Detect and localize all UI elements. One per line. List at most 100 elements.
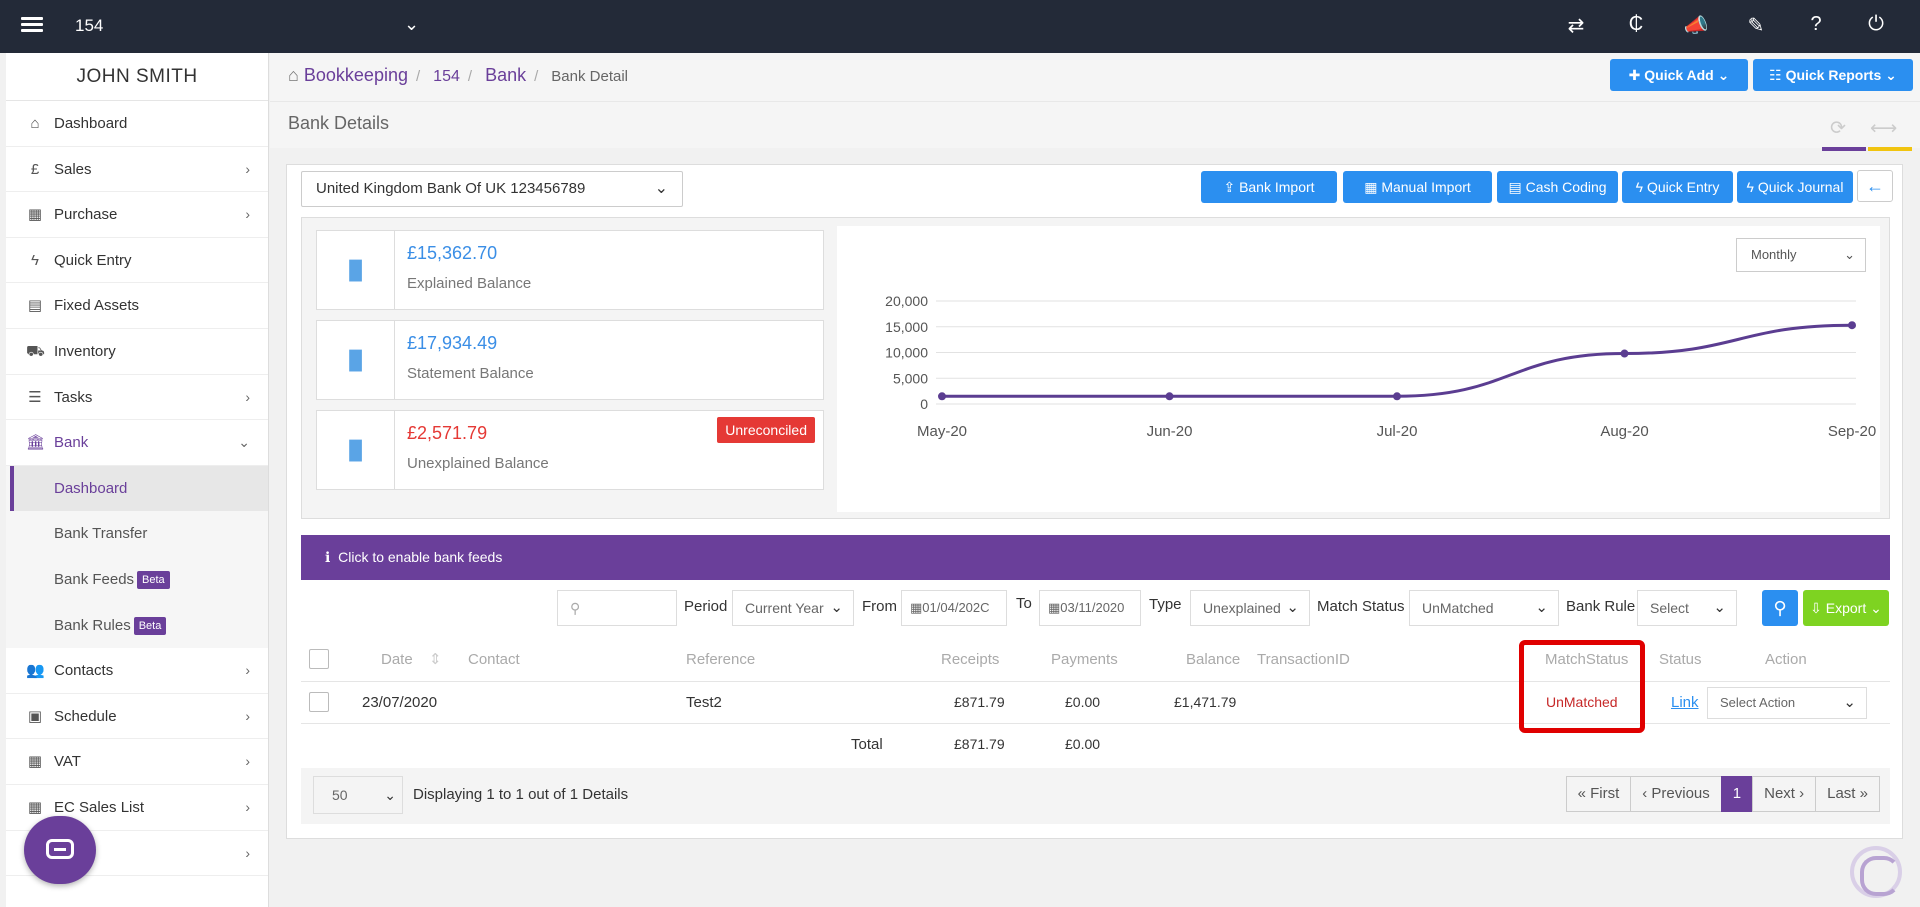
total-receipts: £871.79 bbox=[954, 736, 1005, 752]
sidebar-item-more[interactable]: › bbox=[6, 831, 268, 877]
bullhorn-icon[interactable]: 📣 bbox=[1683, 15, 1709, 37]
sidebar-item-bank[interactable]: 🏛 Bank ⌄ bbox=[6, 420, 268, 466]
period-select[interactable]: Monthly ⌄ bbox=[1736, 238, 1866, 272]
breadcrumb-bank[interactable]: Bank bbox=[485, 65, 527, 85]
breadcrumb-bookkeeping[interactable]: Bookkeeping bbox=[303, 65, 408, 85]
calendar-icon: ▣ bbox=[27, 707, 43, 725]
quick-add-button[interactable]: ✚ Quick Add ⌄ bbox=[1610, 59, 1748, 91]
y-tick-label: 20,000 bbox=[885, 293, 928, 309]
sidebar-item-tasks[interactable]: ☰ Tasks › bbox=[6, 375, 268, 421]
breadcrumb-company[interactable]: 154 bbox=[433, 68, 460, 85]
data-point[interactable] bbox=[1165, 392, 1174, 401]
hamburger-menu-icon[interactable] bbox=[21, 14, 43, 36]
first-page-button[interactable]: « First bbox=[1565, 776, 1632, 812]
last-page-button[interactable]: Last » bbox=[1815, 776, 1880, 812]
sidebar-item-schedule[interactable]: ▣ Schedule › bbox=[6, 694, 268, 740]
export-button[interactable]: ⇩ Export ⌄ bbox=[1803, 590, 1889, 626]
company-selector[interactable]: 154 bbox=[75, 16, 104, 35]
row-checkbox[interactable] bbox=[309, 692, 329, 712]
home-icon[interactable]: ⌂ bbox=[288, 65, 299, 85]
match-status-select[interactable]: UnMatched ⌄ bbox=[1409, 590, 1559, 626]
balance-chart: Monthly ⌄ 20,000 15,000 10,000 5,000 0 May-20 J… bbox=[837, 226, 1880, 512]
help-icon[interactable]: ? bbox=[1810, 13, 1822, 35]
data-point[interactable] bbox=[1393, 392, 1401, 401]
quick-entry-label: Quick Entry bbox=[1646, 179, 1720, 195]
quick-reports-button[interactable]: ☷ Quick Reports ⌄ bbox=[1753, 59, 1913, 91]
breadcrumb: ⌂ Bookkeeping/ 154/ Bank / Bank Detail bbox=[288, 65, 628, 85]
sidebar-item-inventory[interactable]: ⛟ Inventory bbox=[6, 329, 268, 375]
sidebar-subitem-bank-rules[interactable]: Bank Rules Beta bbox=[10, 602, 268, 649]
refresh-icon[interactable]: ⟳ bbox=[1830, 118, 1846, 139]
row-status-link[interactable]: Link bbox=[1671, 694, 1699, 711]
sidebar-item-vat[interactable]: ▦ VAT › bbox=[6, 739, 268, 785]
data-point[interactable] bbox=[1620, 349, 1629, 358]
back-arrow-icon[interactable]: ← bbox=[1857, 170, 1893, 202]
sidebar-item-dashboard[interactable]: ⌂ Dashboard bbox=[6, 101, 268, 147]
type-select[interactable]: Unexplained ⌄ bbox=[1190, 590, 1310, 626]
col-status[interactable]: Status bbox=[1659, 651, 1702, 668]
search-input[interactable]: ⚲ bbox=[557, 590, 677, 626]
sidebar-subitem-bank-feeds[interactable]: Bank Feeds Beta bbox=[10, 556, 268, 603]
sort-icon[interactable]: ⇕ bbox=[429, 651, 442, 668]
col-match-status[interactable]: MatchStatus bbox=[1545, 651, 1629, 668]
type-value: Unexplained bbox=[1203, 600, 1281, 616]
bank-account-value: United Kingdom Bank Of UK 123456789 bbox=[316, 180, 586, 197]
sidebar-subitem-bank-transfer[interactable]: Bank Transfer bbox=[10, 511, 268, 557]
quick-entry-button[interactable]: ϟ Quick Entry bbox=[1622, 171, 1733, 203]
chevron-down-icon[interactable]: ⌄ bbox=[404, 14, 420, 34]
summary-area: ▐▌ £15,362.70 Explained Balance ▐▌ £17,9… bbox=[301, 217, 1890, 519]
sidebar-item-quick-entry[interactable]: ϟ Quick Entry bbox=[6, 238, 268, 284]
to-date-input[interactable]: ▦03/11/2020 bbox=[1039, 590, 1141, 626]
page-size-value: 50 bbox=[332, 787, 348, 803]
current-page-button[interactable]: 1 bbox=[1720, 776, 1754, 812]
data-point[interactable] bbox=[938, 392, 946, 401]
currency-icon[interactable]: ₵ bbox=[1628, 13, 1644, 35]
sidebar-item-ec-sales-list[interactable]: ▦ EC Sales List › bbox=[6, 785, 268, 831]
col-date[interactable]: Date bbox=[381, 651, 413, 668]
previous-page-button[interactable]: ‹ Previous bbox=[1630, 776, 1722, 812]
cash-coding-button[interactable]: ▤ Cash Coding bbox=[1497, 171, 1618, 203]
col-reference[interactable]: Reference bbox=[686, 651, 756, 668]
col-payments[interactable]: Payments bbox=[1051, 651, 1118, 668]
period-select[interactable]: Current Year ⌄ bbox=[732, 590, 854, 626]
expand-icon[interactable]: ⟷ bbox=[1870, 118, 1898, 139]
manual-import-button[interactable]: ▦ Manual Import bbox=[1343, 171, 1492, 203]
bank-feeds-banner[interactable]: ℹ Click to enable bank feeds bbox=[301, 535, 1890, 580]
sidebar-item-purchase[interactable]: ▦ Purchase › bbox=[6, 192, 268, 238]
bank-rule-select[interactable]: Select ⌄ bbox=[1637, 590, 1737, 626]
sidebar-item-label: Contacts bbox=[54, 662, 114, 680]
chevron-right-icon: › bbox=[245, 798, 250, 815]
power-icon[interactable]: ⏻ bbox=[1868, 13, 1884, 35]
select-all-checkbox[interactable] bbox=[309, 649, 329, 669]
pagination-info: Displaying 1 to 1 out of 1 Details bbox=[413, 786, 629, 803]
bank-account-select[interactable]: United Kingdom Bank Of UK 123456789 ⌄ bbox=[301, 171, 683, 207]
col-transaction-id[interactable]: TransactionID bbox=[1257, 651, 1350, 668]
from-date-input[interactable]: ▦01/04/202C bbox=[901, 590, 1007, 626]
row-action-select[interactable]: Select Action ⌄ bbox=[1707, 687, 1867, 719]
col-balance[interactable]: Balance bbox=[1186, 651, 1241, 668]
chevron-down-icon: ⌄ bbox=[654, 180, 668, 197]
col-receipts[interactable]: Receipts bbox=[941, 651, 1000, 668]
page-size-select[interactable]: 50 ⌄ bbox=[313, 776, 403, 814]
sidebar-item-sales[interactable]: £ Sales › bbox=[6, 147, 268, 193]
sidebar-item-label: Dashboard bbox=[54, 479, 128, 497]
users-icon: 👥 bbox=[26, 662, 45, 680]
bank-import-button[interactable]: ⇪ Bank Import bbox=[1201, 171, 1337, 203]
search-button[interactable]: ⚲ bbox=[1762, 590, 1798, 626]
ticket-icon[interactable]: ✎ bbox=[1747, 15, 1765, 37]
next-page-button[interactable]: Next › bbox=[1752, 776, 1817, 812]
sidebar-item-label: Schedule bbox=[54, 707, 117, 725]
data-point[interactable] bbox=[1848, 321, 1856, 330]
chat-button[interactable] bbox=[24, 816, 96, 884]
unexplained-balance-card: ▐▌ £2,571.79 Unexplained Balance Unrecon… bbox=[316, 410, 824, 490]
chevron-right-icon: › bbox=[245, 707, 250, 724]
sidebar-item-fixed-assets[interactable]: ▤ Fixed Assets bbox=[6, 283, 268, 329]
sidebar-subitem-dashboard[interactable]: Dashboard bbox=[10, 465, 268, 512]
sidebar-item-contacts[interactable]: 👥 Contacts › bbox=[6, 648, 268, 694]
explained-balance-amount: £15,362.70 bbox=[407, 243, 498, 263]
chevron-right-icon: › bbox=[245, 388, 250, 405]
col-contact[interactable]: Contact bbox=[468, 651, 520, 668]
exchange-icon[interactable]: ⇄ bbox=[1567, 15, 1585, 37]
quick-journal-button[interactable]: ϟ Quick Journal bbox=[1737, 171, 1853, 203]
sidebar-item-label: Bank Transfer bbox=[54, 525, 148, 543]
